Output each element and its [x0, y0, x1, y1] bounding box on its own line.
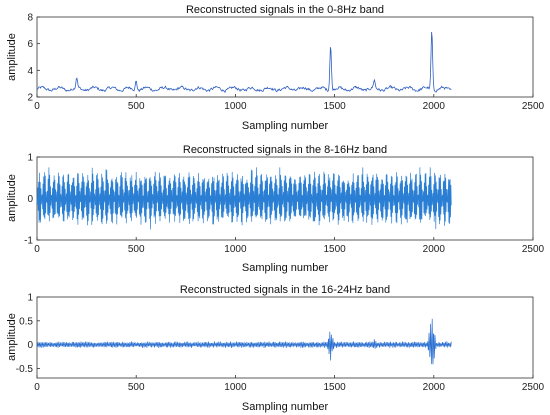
panel-2-title: Reconstructed signals in the 8-16Hz band [183, 144, 387, 156]
panel-2-ytick-label: 1 [27, 153, 33, 164]
panel-2-xtick-label: 1500 [323, 244, 346, 255]
panel-1-ytick-label: 2 [27, 93, 33, 104]
panel-3-title: Reconstructed signals in the 16-24Hz ban… [180, 284, 390, 296]
panel-3-xlabel: Sampling number [242, 401, 329, 413]
panel-1-axes [36, 16, 534, 98]
panel-3: Reconstructed signals in the 16-24Hz ban… [6, 284, 545, 413]
panel-2-series-line [36, 167, 452, 230]
panel-1-xtick-label: 1500 [323, 101, 346, 112]
panel-3-ytick-label: -0.5 [16, 364, 34, 375]
panel-1-yticks: 2 4 6 8 [27, 13, 40, 104]
panel-3-ylabel: amplitude [6, 313, 18, 361]
panel-2-xtick-label: 2000 [423, 244, 446, 255]
panel-3-xtick-label: 1000 [224, 382, 247, 393]
panel-2: Reconstructed signals in the 8-16Hz band… [6, 144, 545, 274]
panel-1-xtick-label: 1000 [224, 101, 247, 112]
panel-3-ytick-label: 1 [27, 293, 33, 304]
panel-1-ytick-label: 4 [27, 66, 33, 77]
panel-3-xtick-label: 2000 [423, 382, 446, 393]
panel-3-ytick-label: 0.5 [19, 316, 33, 327]
panel-3-ytick-label: 0 [27, 340, 33, 351]
panel-2-xticks: 0 500 1000 1500 2000 2500 [34, 237, 545, 255]
panel-1-xtick-label: 2000 [423, 101, 446, 112]
panel-2-xlabel: Sampling number [242, 262, 329, 274]
panel-1-xtick-label: 2500 [522, 101, 545, 112]
panel-1: Reconstructed signals in the 0-8Hz band … [6, 4, 545, 132]
panel-2-xtick-label: 0 [34, 244, 40, 255]
panel-1-ylabel: amplitude [6, 33, 18, 81]
panel-3-xtick-label: 500 [128, 382, 145, 393]
panel-2-ytick-label: 0 [27, 194, 33, 205]
panel-3-xtick-label: 1500 [323, 382, 346, 393]
panel-2-ylabel: amplitude [6, 174, 18, 222]
panel-3-xtick-label: 0 [34, 382, 40, 393]
panel-1-xtick-label: 0 [34, 101, 40, 112]
panel-2-xtick-label: 2500 [522, 244, 545, 255]
panel-1-title: Reconstructed signals in the 0-8Hz band [186, 4, 384, 16]
panel-3-series-line [36, 318, 452, 365]
panel-1-xticks: 0 500 1000 1500 2000 2500 [34, 94, 545, 112]
panel-2-ytick-label: -1 [24, 236, 33, 247]
panel-3-axes [36, 296, 534, 379]
panel-3-xticks: 0 500 1000 1500 2000 2500 [34, 375, 545, 393]
panel-1-xtick-label: 500 [128, 101, 145, 112]
panel-3-yticks: -0.5 0 0.5 1 [16, 293, 40, 375]
panel-3-xtick-label: 2500 [522, 382, 545, 393]
panel-2-xtick-label: 500 [128, 244, 145, 255]
panel-1-series-line [36, 31, 452, 93]
panel-1-ytick-label: 8 [27, 13, 33, 24]
panel-1-xlabel: Sampling number [242, 120, 329, 132]
panel-2-xtick-label: 1000 [224, 244, 247, 255]
panel-1-ytick-label: 6 [27, 39, 33, 50]
